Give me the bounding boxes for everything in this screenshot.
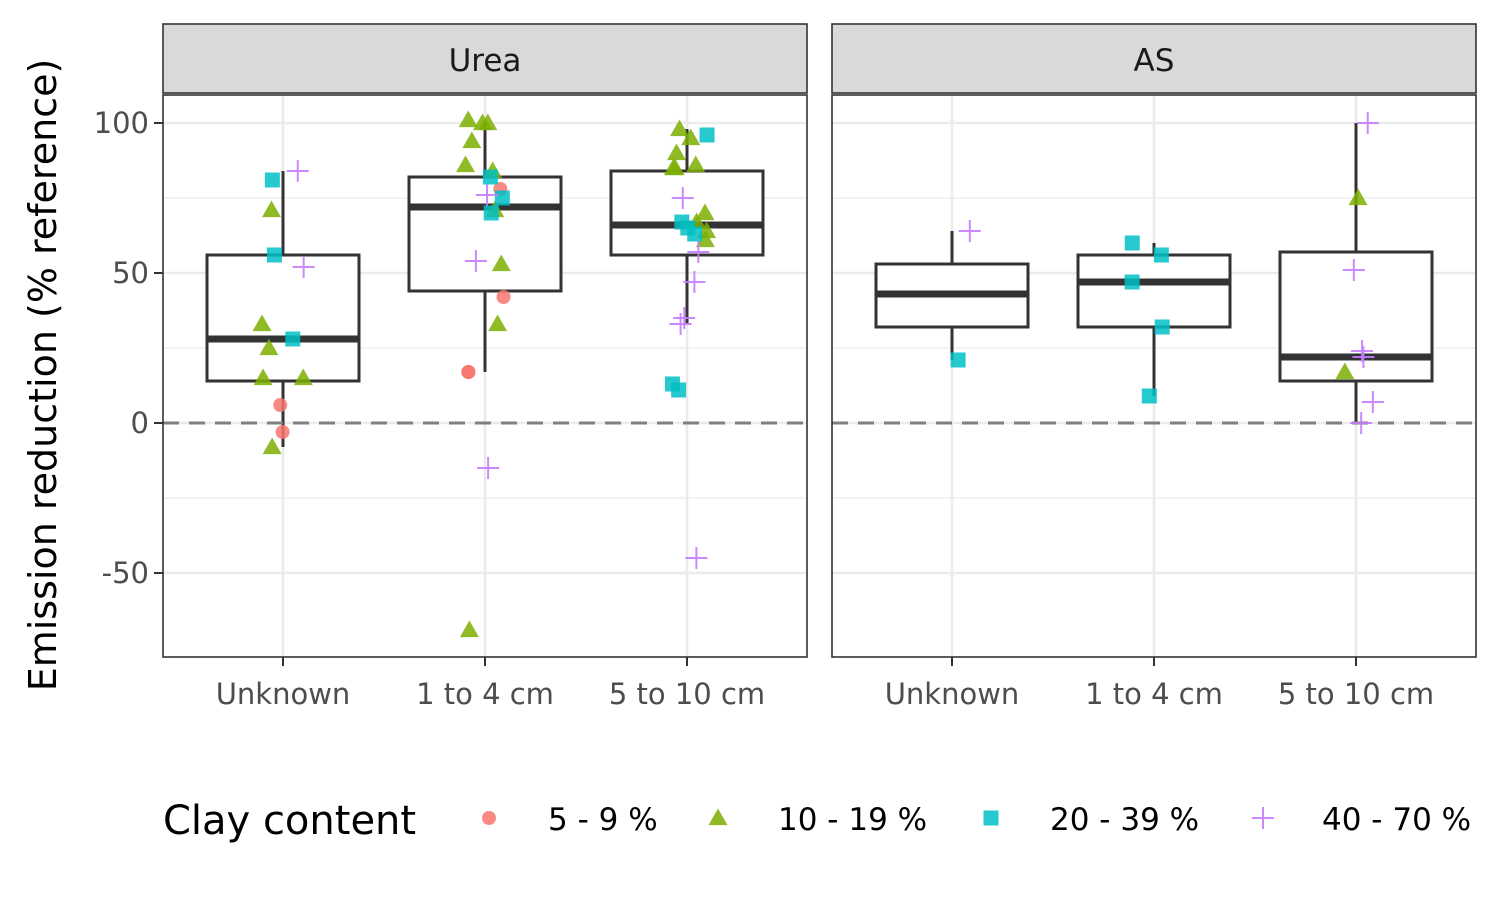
legend-item: 10 - 19 % bbox=[708, 802, 927, 838]
legend-key bbox=[708, 808, 728, 826]
legend: Clay content 5 - 9 % 10 - 19 % 20 - 39 % 40… bbox=[163, 798, 1471, 844]
data-point bbox=[687, 226, 703, 242]
data-point bbox=[259, 338, 279, 356]
legend-item: 5 - 9 % bbox=[482, 802, 658, 838]
data-point bbox=[1361, 391, 1384, 413]
data-point bbox=[1335, 362, 1355, 380]
data-point bbox=[685, 547, 708, 569]
data-point bbox=[1350, 412, 1373, 434]
box-1 bbox=[1076, 243, 1232, 396]
panels-layer: Urea Unknown 1 to 4 cm 5 to 10 cm -50 0 50 100 A… bbox=[94, 23, 1477, 711]
x-tick-label: 1 to 4 cm bbox=[1085, 677, 1223, 711]
data-point bbox=[293, 368, 313, 386]
data-point bbox=[292, 256, 315, 278]
data-point bbox=[494, 190, 510, 206]
panel-urea: Urea Unknown 1 to 4 cm 5 to 10 cm -50 0 50 100 bbox=[94, 23, 808, 711]
legend-key bbox=[482, 811, 496, 825]
x-tick-label: 5 to 10 cm bbox=[609, 677, 765, 711]
box-body bbox=[609, 169, 765, 257]
data-point bbox=[491, 254, 511, 272]
y-tick-label: 100 bbox=[94, 106, 149, 140]
data-point bbox=[1141, 388, 1157, 404]
data-point bbox=[286, 160, 309, 182]
data-point bbox=[667, 143, 687, 161]
data-point bbox=[1342, 259, 1365, 281]
data-point bbox=[266, 247, 282, 263]
data-point bbox=[262, 437, 282, 455]
legend-key bbox=[983, 810, 999, 826]
data-point bbox=[275, 425, 290, 439]
box-body bbox=[205, 253, 361, 383]
legend-label: 20 - 39 % bbox=[1050, 802, 1199, 838]
data-point bbox=[671, 382, 687, 398]
y-tick-label: 50 bbox=[112, 256, 149, 290]
data-point bbox=[285, 331, 301, 347]
data-point bbox=[687, 241, 710, 263]
data-point bbox=[461, 365, 476, 379]
data-point bbox=[683, 271, 706, 293]
legend-label: 5 - 9 % bbox=[548, 802, 658, 838]
data-point bbox=[950, 352, 966, 368]
data-point bbox=[686, 155, 706, 173]
box-body bbox=[1076, 253, 1232, 329]
strip-background bbox=[162, 23, 808, 94]
y-tick-label: -50 bbox=[102, 556, 149, 590]
data-point bbox=[477, 457, 500, 479]
x-tick-label: 5 to 10 cm bbox=[1278, 677, 1434, 711]
data-point bbox=[456, 155, 476, 173]
y-axis-title: Emission reduction (% reference) bbox=[21, 59, 65, 692]
legend-label: 40 - 70 % bbox=[1322, 802, 1471, 838]
data-point bbox=[699, 127, 715, 143]
data-point bbox=[262, 200, 282, 218]
legend-key bbox=[1252, 807, 1274, 829]
legend-item: 40 - 70 % bbox=[1252, 802, 1471, 838]
legend-item: 20 - 39 % bbox=[983, 802, 1199, 838]
x-tick-label: 1 to 4 cm bbox=[416, 677, 554, 711]
data-point bbox=[496, 290, 511, 304]
data-point bbox=[264, 172, 280, 188]
data-point bbox=[1153, 247, 1169, 263]
legend-label: 10 - 19 % bbox=[778, 802, 927, 838]
data-point bbox=[252, 314, 272, 332]
data-point bbox=[483, 205, 499, 221]
data-point bbox=[671, 187, 694, 209]
data-point bbox=[1348, 188, 1368, 206]
data-point bbox=[253, 368, 273, 386]
data-point bbox=[273, 398, 288, 412]
x-tick-label: Unknown bbox=[216, 677, 351, 711]
data-point bbox=[476, 184, 499, 206]
data-point bbox=[673, 307, 696, 329]
data-point bbox=[1124, 235, 1140, 251]
data-point bbox=[958, 220, 981, 242]
data-point bbox=[472, 113, 492, 131]
box-0 bbox=[874, 231, 1030, 360]
panel-as: AS Unknown 1 to 4 cm 5 to 10 cm bbox=[831, 23, 1477, 711]
data-point bbox=[488, 314, 508, 332]
data-point bbox=[1352, 346, 1375, 368]
legend-title: Clay content bbox=[163, 798, 416, 844]
data-point bbox=[1351, 340, 1374, 362]
data-point bbox=[458, 110, 478, 128]
data-point bbox=[663, 158, 683, 176]
data-point bbox=[670, 119, 690, 137]
y-tick-label: 0 bbox=[131, 406, 149, 440]
strip-background bbox=[831, 23, 1477, 94]
data-point bbox=[1124, 274, 1140, 290]
data-point bbox=[464, 250, 487, 272]
strip-label: AS bbox=[1134, 43, 1175, 79]
strip-label: Urea bbox=[449, 43, 522, 79]
data-point bbox=[681, 128, 701, 146]
box-0 bbox=[205, 171, 361, 447]
data-point bbox=[459, 620, 479, 638]
data-point bbox=[695, 230, 715, 248]
data-point bbox=[482, 169, 498, 185]
box-body bbox=[1278, 250, 1434, 383]
data-point bbox=[695, 203, 715, 221]
x-tick-label: Unknown bbox=[885, 677, 1020, 711]
data-point bbox=[1154, 319, 1170, 335]
data-point bbox=[669, 313, 692, 335]
data-point bbox=[462, 131, 482, 149]
data-point bbox=[1356, 112, 1379, 134]
